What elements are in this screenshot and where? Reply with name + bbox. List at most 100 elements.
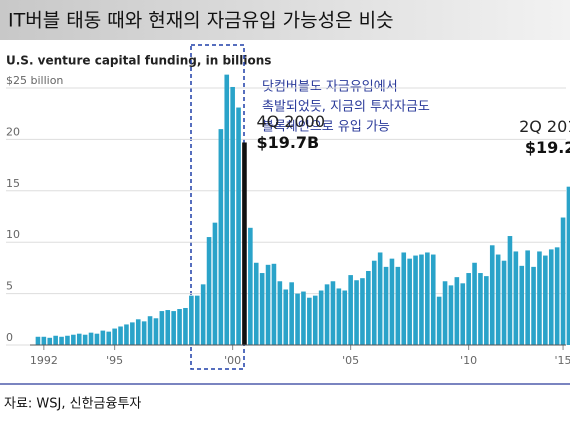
bar bbox=[301, 291, 306, 345]
bar bbox=[94, 333, 100, 345]
bar bbox=[289, 282, 294, 345]
bar bbox=[348, 275, 353, 345]
bar bbox=[200, 284, 206, 345]
bar bbox=[425, 252, 430, 345]
bar bbox=[484, 276, 489, 345]
x-tick-label: '15 bbox=[555, 354, 570, 367]
source: 자료: WSJ, 신한금융투자 bbox=[4, 397, 141, 412]
bar bbox=[236, 107, 241, 345]
bar bbox=[147, 316, 153, 345]
bar bbox=[265, 264, 271, 345]
x-tick-label: '10 bbox=[460, 354, 477, 367]
bar bbox=[342, 290, 348, 345]
highlight-box bbox=[190, 44, 245, 370]
bar bbox=[383, 266, 389, 345]
bar bbox=[419, 254, 424, 345]
bar bbox=[82, 334, 88, 345]
bar bbox=[407, 258, 412, 345]
bar bbox=[366, 270, 371, 345]
bar bbox=[454, 277, 460, 345]
bar bbox=[271, 263, 277, 345]
bar bbox=[360, 278, 365, 345]
x-tick-label: '00 bbox=[224, 354, 241, 367]
x-tick-label: '95 bbox=[106, 354, 123, 367]
bar bbox=[153, 318, 159, 345]
bar bbox=[88, 332, 94, 345]
bar bbox=[560, 217, 566, 345]
bar bbox=[507, 236, 513, 345]
bar bbox=[413, 255, 418, 345]
bar bbox=[206, 237, 212, 345]
value-label: $19.2B bbox=[525, 138, 570, 157]
bar bbox=[277, 281, 283, 345]
bar bbox=[106, 331, 112, 345]
annotation: 4Q 2000 bbox=[256, 112, 325, 131]
bar bbox=[531, 266, 536, 345]
bar bbox=[171, 311, 176, 345]
bar bbox=[377, 252, 383, 345]
bar bbox=[401, 252, 407, 345]
bar bbox=[165, 310, 171, 345]
header-band bbox=[0, 0, 570, 40]
bar bbox=[41, 336, 47, 345]
bar bbox=[307, 297, 312, 345]
bar bbox=[253, 262, 259, 345]
bar bbox=[118, 326, 123, 345]
bar bbox=[324, 284, 330, 345]
bar bbox=[112, 328, 117, 345]
bar bbox=[543, 255, 548, 345]
bar bbox=[525, 250, 530, 345]
bar bbox=[71, 334, 76, 345]
bar bbox=[318, 290, 324, 345]
bar bbox=[135, 319, 141, 345]
bar bbox=[466, 273, 471, 345]
y-tick-label: 5 bbox=[6, 280, 13, 293]
bar bbox=[130, 322, 135, 345]
y-tick-label: 10 bbox=[6, 228, 20, 241]
bar bbox=[35, 336, 41, 345]
bar bbox=[47, 337, 53, 345]
bar bbox=[495, 254, 501, 345]
y-tick-label: 0 bbox=[6, 331, 13, 344]
bar bbox=[218, 129, 224, 345]
bar bbox=[354, 280, 359, 345]
y-tick-label: $25 billion bbox=[6, 74, 63, 87]
x-tick-label: 1992 bbox=[30, 354, 58, 367]
bar bbox=[548, 249, 554, 345]
chart-title: U.S. venture capital funding, in billion… bbox=[6, 54, 271, 68]
bar bbox=[436, 296, 442, 345]
note-line: 촉발되었듯, 지금의 투자자금도 bbox=[262, 100, 430, 115]
bar bbox=[501, 260, 507, 345]
bar bbox=[537, 251, 542, 345]
bar bbox=[100, 330, 106, 345]
bar bbox=[59, 336, 64, 345]
x-tick-label: '05 bbox=[342, 354, 359, 367]
bar bbox=[224, 74, 230, 346]
bar bbox=[336, 288, 342, 345]
bar bbox=[460, 283, 466, 345]
bar bbox=[189, 295, 194, 345]
bar bbox=[177, 309, 182, 345]
bar bbox=[519, 265, 525, 345]
bar bbox=[183, 307, 188, 345]
bar bbox=[295, 293, 300, 345]
bar bbox=[124, 324, 129, 345]
bar bbox=[513, 251, 519, 345]
annotation: 2Q 2015 bbox=[519, 117, 570, 136]
bar bbox=[395, 266, 401, 345]
bar bbox=[430, 254, 436, 345]
bar bbox=[230, 86, 235, 346]
bar bbox=[242, 142, 247, 345]
bar bbox=[442, 281, 448, 345]
bar bbox=[472, 262, 477, 345]
bar bbox=[248, 227, 253, 345]
value-label: $19.7B bbox=[256, 133, 319, 152]
bar bbox=[389, 258, 395, 345]
bar bbox=[212, 222, 218, 345]
header-title: IT버블 태동 때와 현재의 자금유입 가능성은 비슷 bbox=[8, 10, 394, 32]
bar bbox=[566, 186, 570, 345]
bar bbox=[489, 245, 495, 345]
